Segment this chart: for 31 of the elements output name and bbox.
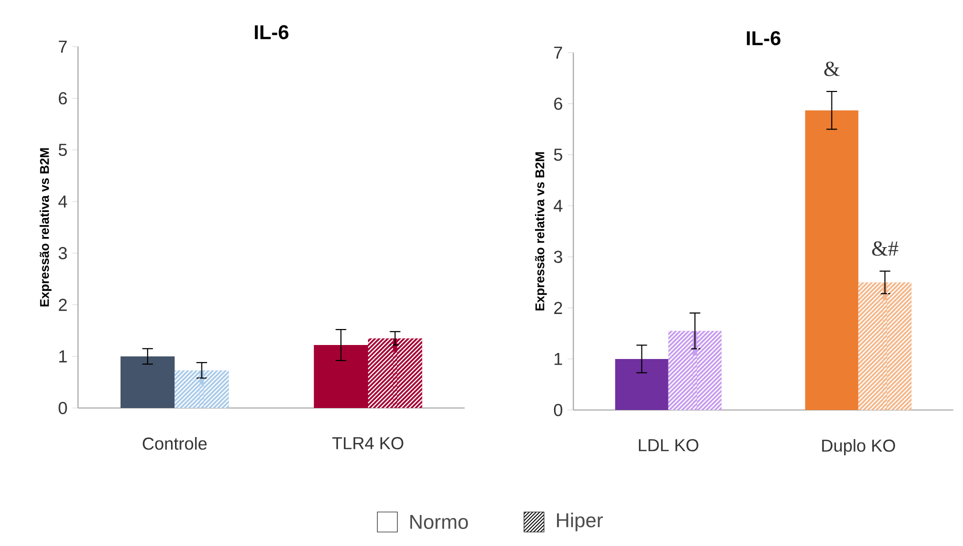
- text: Normo: [410, 515, 468, 529]
- bar: [615, 358, 668, 410]
- y-axis-title: Expressão relativa vs B2M: [40, 148, 52, 306]
- y-tick-label: 6: [58, 92, 67, 104]
- annotation: &#: [872, 241, 898, 256]
- text: Hiper: [557, 512, 603, 532]
- y-tick-label: 2: [58, 298, 67, 311]
- y-tick-label: 7: [58, 40, 67, 53]
- y-tick-label: 5: [58, 144, 67, 156]
- y-tick-label: 6: [554, 98, 562, 110]
- bar: [120, 356, 175, 408]
- y-tick-label: 1: [554, 352, 562, 365]
- y-tick-label: 4: [554, 200, 562, 212]
- x-tick-label: Controle: [142, 437, 207, 450]
- y-tick-label: 3: [58, 247, 67, 260]
- x-tick-label: TLR4 KO: [332, 437, 404, 450]
- y-tick-label: 0: [58, 402, 67, 414]
- y-tick-label: 1: [59, 350, 67, 362]
- y-tick-label: 3: [554, 250, 562, 263]
- y-tick-label: 0: [554, 404, 562, 416]
- x-tick-label: Duplo KO: [822, 439, 896, 456]
- y-tick-label: 4: [58, 196, 68, 208]
- chart-title: IL-6: [746, 31, 780, 46]
- y-tick-label: 7: [554, 46, 562, 59]
- y-tick-label: 2: [554, 302, 562, 314]
- annotation: &: [824, 62, 840, 76]
- y-axis-title: Expressão relativa vs B2M: [535, 152, 547, 310]
- chart-title: IL-6: [254, 25, 288, 40]
- bar: [805, 110, 858, 410]
- x-tick-label: LDL KO: [638, 439, 698, 452]
- y-tick-label: 5: [554, 148, 562, 161]
